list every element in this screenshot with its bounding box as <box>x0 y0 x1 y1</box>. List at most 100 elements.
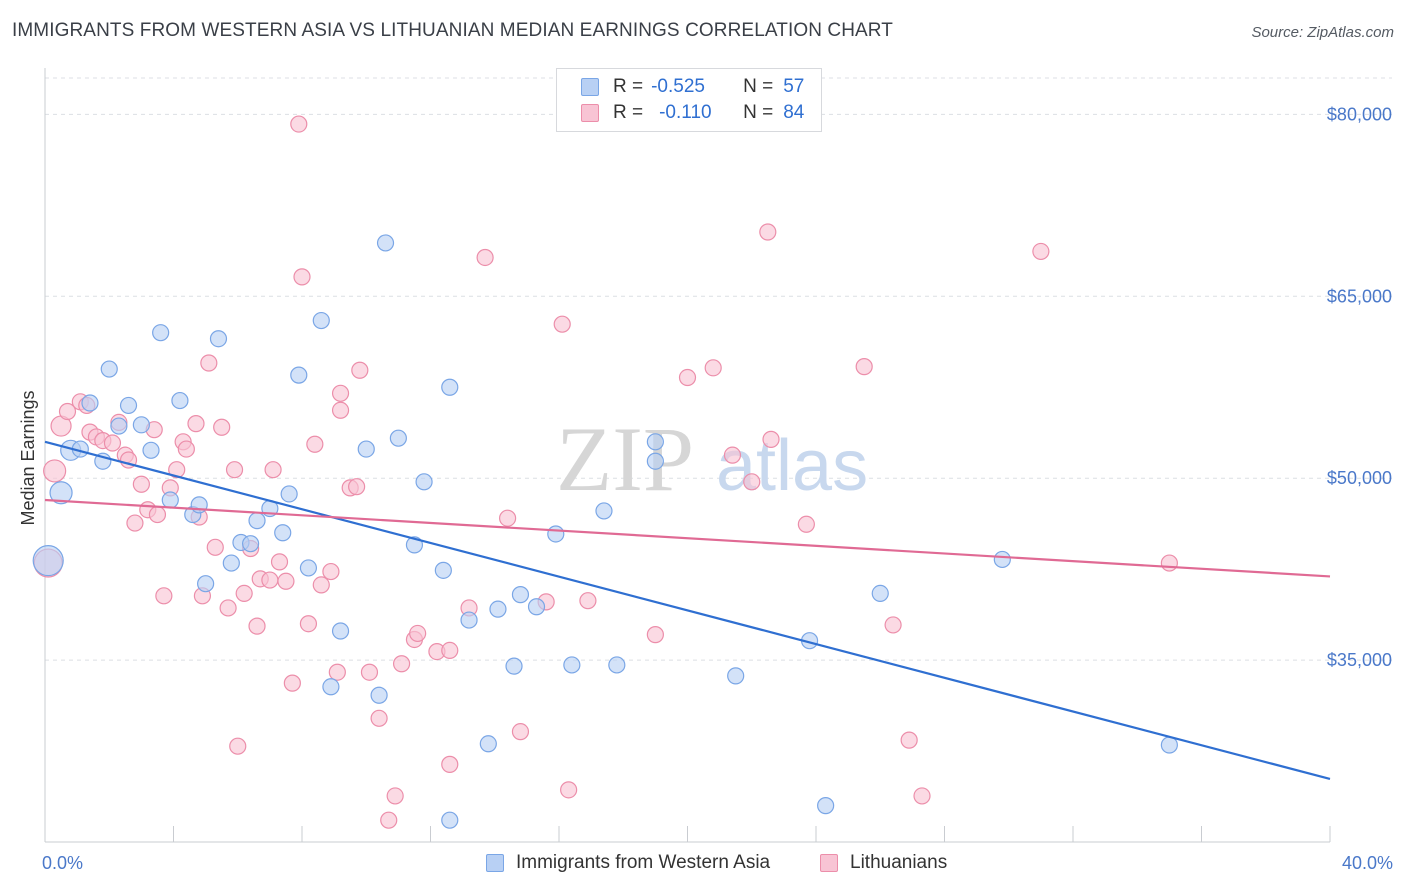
lithuanian-point <box>235 584 253 602</box>
legend-item-western-asia: Immigrants from Western Asia <box>486 852 770 874</box>
legend-item-lithuanians: Lithuanians <box>820 852 947 874</box>
lithuanian-point <box>900 731 918 749</box>
lithuanian-point <box>177 440 195 458</box>
western-asia-point <box>161 491 179 509</box>
lithuanian-point <box>270 553 289 571</box>
y-tick-label: $65,000 <box>1327 286 1392 306</box>
watermark: ZIP atlas <box>556 408 868 510</box>
lithuanian-point <box>200 354 218 372</box>
legend-swatch-blue <box>581 78 599 96</box>
watermark-zip: ZIP <box>556 408 694 510</box>
western-asia-point <box>527 598 546 616</box>
western-asia-point <box>209 330 228 348</box>
western-asia-point <box>357 440 375 458</box>
x-tick-label: 40.0% <box>1342 853 1393 873</box>
legend-swatch-pink <box>581 104 599 122</box>
western-asia-points <box>32 234 1178 829</box>
lithuanian-point <box>762 430 780 448</box>
lithuanian-point <box>322 562 340 581</box>
r-value: -0.525 <box>651 76 705 97</box>
legend-swatch-pink <box>820 854 838 872</box>
western-asia-point <box>993 550 1011 569</box>
lithuanian-point <box>58 402 77 421</box>
western-asia-point <box>322 678 340 696</box>
lithuanian-point <box>855 358 873 376</box>
western-asia-point <box>460 611 478 629</box>
western-asia-point <box>727 667 745 685</box>
western-asia-point <box>100 360 118 378</box>
western-asia-point <box>290 366 308 384</box>
western-asia-point <box>646 433 664 451</box>
lithuanian-point <box>360 663 379 681</box>
r-label: R = <box>613 102 644 123</box>
western-asia-point <box>563 656 581 674</box>
lithuanian-point <box>646 626 664 644</box>
lithuanian-point <box>409 624 427 643</box>
western-asia-point <box>646 452 664 470</box>
y-tick-label: $80,000 <box>1327 104 1392 124</box>
western-asia-point <box>142 441 160 459</box>
trend-lines <box>44 440 1331 781</box>
legend-row-lithuanians: R = -0.110 N = 84 <box>581 101 804 125</box>
western-asia-point <box>595 502 613 520</box>
western-asia-point <box>370 686 388 704</box>
western-asia-point <box>441 378 459 396</box>
western-asia-point <box>274 524 292 542</box>
lithuanian-point <box>392 655 411 673</box>
lithuanian-point <box>579 592 597 610</box>
lithuanian-point <box>331 401 350 419</box>
western-asia-point <box>511 586 530 604</box>
lithuanian-point <box>219 599 237 617</box>
western-asia-point <box>331 622 350 640</box>
western-asia-point <box>49 481 73 505</box>
lithuanian-point <box>797 515 815 533</box>
western-asia-point <box>248 512 266 530</box>
lithuanian-point <box>328 663 346 681</box>
western-asia-point <box>505 657 523 675</box>
western-asia-point <box>110 417 128 435</box>
lithuanian-point <box>553 315 571 333</box>
western-asia-point <box>441 811 459 829</box>
western-asia-point <box>479 735 497 753</box>
lithuanian-point <box>913 787 931 805</box>
lithuanian-point <box>380 811 398 829</box>
lithuanian-point <box>476 248 494 267</box>
western-asia-point <box>817 797 835 815</box>
western-asia-point <box>81 394 99 412</box>
legend-label: Immigrants from Western Asia <box>516 852 771 873</box>
lithuanian-point <box>148 505 167 524</box>
lithuanian-point <box>759 223 777 241</box>
y-tick-label: $50,000 <box>1327 468 1392 488</box>
lithuanian-point <box>187 415 205 433</box>
western-asia-point <box>132 416 150 434</box>
lithuanian-point <box>261 571 279 589</box>
lithuanian-point <box>499 509 517 527</box>
lithuanian-point <box>1032 242 1050 261</box>
lithuanian-point <box>560 781 578 799</box>
lithuanian-point <box>299 615 318 633</box>
western-asia-point <box>415 473 433 491</box>
western-asia-point <box>152 324 170 342</box>
lithuanian-point <box>743 473 761 491</box>
western-asia-point <box>171 391 189 410</box>
lithuanian-point <box>277 572 295 590</box>
western-asia-point <box>119 396 138 415</box>
lithuanian-point <box>43 459 67 483</box>
western-asia-point <box>242 535 260 553</box>
lithuanian-point <box>723 446 742 464</box>
lithuanian-point <box>283 674 301 692</box>
legend-label: Lithuanians <box>850 852 948 873</box>
western-asia-point <box>312 311 330 330</box>
western-asia-point <box>608 656 626 674</box>
axes <box>44 68 1331 843</box>
y-tick-label: $35,000 <box>1327 650 1392 670</box>
lithuanian-trend-line <box>44 498 1331 578</box>
lithuanian-point <box>213 418 231 436</box>
r-value: -0.110 <box>659 102 712 123</box>
x-tick-label: 0.0% <box>42 853 83 873</box>
lithuanian-point <box>441 755 459 773</box>
lithuanian-point <box>884 616 902 634</box>
y-axis-title: Median Earnings <box>18 390 38 525</box>
lithuanian-point <box>511 723 530 741</box>
